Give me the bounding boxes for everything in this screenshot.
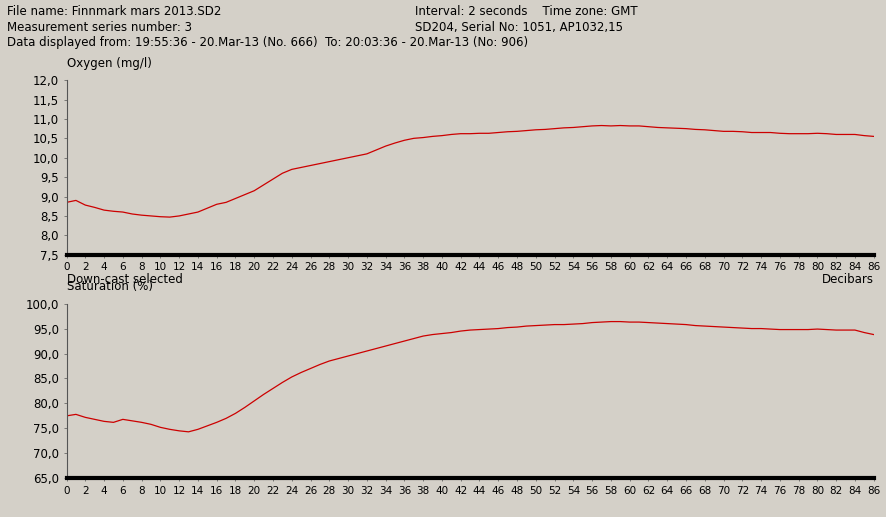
Text: Measurement series number: 3: Measurement series number: 3 (7, 21, 192, 34)
Text: Decibars: Decibars (820, 272, 873, 286)
Text: Data displayed from: 19:55:36 - 20.Mar-13 (No. 666)  To: 20:03:36 - 20.Mar-13 (N: Data displayed from: 19:55:36 - 20.Mar-1… (7, 36, 528, 49)
Text: SD204, Serial No: 1051, AP1032,15: SD204, Serial No: 1051, AP1032,15 (415, 21, 622, 34)
Text: Interval: 2 seconds    Time zone: GMT: Interval: 2 seconds Time zone: GMT (415, 5, 637, 18)
Text: File name: Finnmark mars 2013.SD2: File name: Finnmark mars 2013.SD2 (7, 5, 222, 18)
Text: Down-cast selected: Down-cast selected (66, 272, 183, 286)
Text: Saturation (%): Saturation (%) (66, 280, 152, 293)
Text: Oxygen (mg/l): Oxygen (mg/l) (66, 57, 152, 70)
